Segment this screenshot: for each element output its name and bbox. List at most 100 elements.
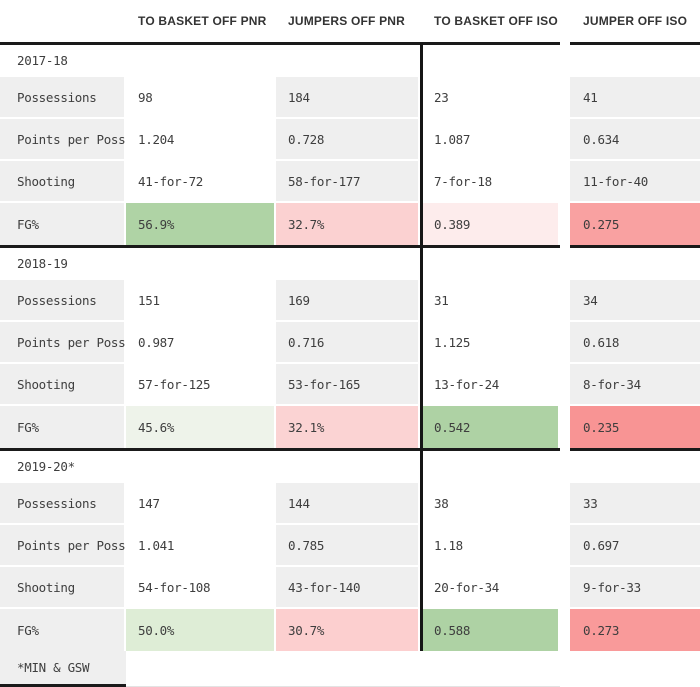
stat-cell: 184 (276, 77, 420, 119)
year-row-spacer (570, 451, 700, 483)
stat-cell: 98 (126, 77, 276, 119)
footnote-label: *MIN & GSW (0, 651, 126, 687)
stat-cell: 20-for-34 (420, 567, 560, 609)
fg-cell: 0.389 (420, 203, 560, 245)
fg-cell: 45.6% (126, 406, 276, 448)
row-label: FG% (0, 406, 126, 448)
fg-row: FG% 45.6% 32.1% 0.542 (0, 406, 560, 448)
row-label: Possessions (0, 483, 126, 525)
year-row: 2019-20* (0, 451, 560, 483)
year-label: 2019-20* (0, 451, 126, 483)
stat-cell: 43-for-140 (276, 567, 420, 609)
column-header-to-basket-off-iso: TO BASKET OFF ISO (434, 14, 558, 28)
section-2019-20-iso: 33 0.697 9-for-33 0.273 (570, 451, 700, 651)
section-2017-18: 2017-18 Possessions 98 184 23 Points per… (0, 45, 560, 248)
stat-cell: 41 (570, 77, 700, 119)
table-row: Possessions 147 144 38 (0, 483, 560, 525)
stat-cell: 57-for-125 (126, 364, 276, 406)
fg-cell: 50.0% (126, 609, 276, 651)
year-row: 2017-18 (0, 45, 560, 77)
fg-cell: 0.542 (420, 406, 560, 448)
empty-cell (420, 651, 560, 687)
table-row: Shooting 41-for-72 58-for-177 7-for-18 (0, 161, 560, 203)
year-row-spacer (570, 45, 700, 77)
empty-cell (420, 45, 560, 77)
stat-cell: 11-for-40 (570, 161, 700, 203)
empty-cell (276, 45, 420, 77)
stat-cell: 9-for-33 (570, 567, 700, 609)
stat-cell: 53-for-165 (276, 364, 420, 406)
stat-cell: 13-for-24 (420, 364, 560, 406)
stat-cell: 58-for-177 (276, 161, 420, 203)
section-2019-20: 2019-20* Possessions 147 144 38 Points p… (0, 451, 560, 651)
row-label: Shooting (0, 161, 126, 203)
fg-cell: 0.275 (570, 203, 700, 245)
row-label: Points per Poss (0, 525, 126, 567)
table-header-row: TO BASKET OFF PNR JUMPERS OFF PNR TO BAS… (0, 0, 560, 45)
stat-cell: 54-for-108 (126, 567, 276, 609)
stat-cell: 147 (126, 483, 276, 525)
fg-cell: 30.7% (276, 609, 420, 651)
column-divider-line (420, 43, 423, 651)
fg-cell: 0.235 (570, 406, 700, 448)
stat-cell: 151 (126, 280, 276, 322)
stat-cell: 41-for-72 (126, 161, 276, 203)
stat-cell: 0.716 (276, 322, 420, 364)
fg-cell: 32.1% (276, 406, 420, 448)
stat-cell: 1.041 (126, 525, 276, 567)
row-label: Shooting (0, 364, 126, 406)
stat-cell: 31 (420, 280, 560, 322)
table-row: Shooting 54-for-108 43-for-140 20-for-34 (0, 567, 560, 609)
table-row: Possessions 151 169 31 (0, 280, 560, 322)
column-header-jumpers-off-pnr: JUMPERS OFF PNR (288, 14, 406, 28)
stat-cell: 0.697 (570, 525, 700, 567)
stat-cell: 169 (276, 280, 420, 322)
year-row: 2018-19 (0, 248, 560, 280)
fg-row: FG% 50.0% 30.7% 0.588 (0, 609, 560, 651)
empty-cell (420, 451, 560, 483)
fg-cell: 0.273 (570, 609, 700, 651)
corner-header-cell (0, 0, 126, 42)
row-label: FG% (0, 203, 126, 245)
section-2018-19: 2018-19 Possessions 151 169 31 Points pe… (0, 248, 560, 451)
year-label: 2018-19 (0, 248, 126, 280)
row-label: Possessions (0, 77, 126, 119)
stat-cell: 38 (420, 483, 560, 525)
stat-cell: 8-for-34 (570, 364, 700, 406)
stat-cell: 0.785 (276, 525, 420, 567)
empty-cell (276, 248, 420, 280)
stat-cell: 33 (570, 483, 700, 525)
stat-cell: 0.618 (570, 322, 700, 364)
section-2017-18-iso: 41 0.634 11-for-40 0.275 (570, 45, 700, 248)
row-label: Points per Poss (0, 322, 126, 364)
column-header-jumper-off-iso: JUMPER OFF ISO (583, 14, 688, 28)
table-row: Points per Poss 1.204 0.728 1.087 (0, 119, 560, 161)
row-label: FG% (0, 609, 126, 651)
table-row: Possessions 98 184 23 (0, 77, 560, 119)
empty-cell (126, 651, 276, 687)
stat-cell: 144 (276, 483, 420, 525)
stat-cell: 1.18 (420, 525, 560, 567)
empty-cell (126, 45, 276, 77)
jumper-off-iso-block: JUMPER OFF ISO 41 0.634 11-for-40 0.275 … (570, 0, 700, 651)
fg-cell: 0.588 (420, 609, 560, 651)
footnote-row: *MIN & GSW (0, 651, 560, 687)
stat-cell: 1.125 (420, 322, 560, 364)
table-row: Points per Poss 1.041 0.785 1.18 (0, 525, 560, 567)
empty-cell (420, 248, 560, 280)
stat-cell: 7-for-18 (420, 161, 560, 203)
row-label: Possessions (0, 280, 126, 322)
stat-cell: 1.087 (420, 119, 560, 161)
fg-row: FG% 56.9% 32.7% 0.389 (0, 203, 560, 245)
empty-cell (276, 451, 420, 483)
section-2018-19-iso: 34 0.618 8-for-34 0.235 (570, 248, 700, 451)
stat-cell: 23 (420, 77, 560, 119)
stat-cell: 1.204 (126, 119, 276, 161)
table-header-row: JUMPER OFF ISO (570, 0, 700, 45)
empty-cell (126, 451, 276, 483)
table-row: Shooting 57-for-125 53-for-165 13-for-24 (0, 364, 560, 406)
column-header-to-basket-off-pnr: TO BASKET OFF PNR (138, 14, 267, 28)
row-label: Shooting (0, 567, 126, 609)
fg-cell: 56.9% (126, 203, 276, 245)
